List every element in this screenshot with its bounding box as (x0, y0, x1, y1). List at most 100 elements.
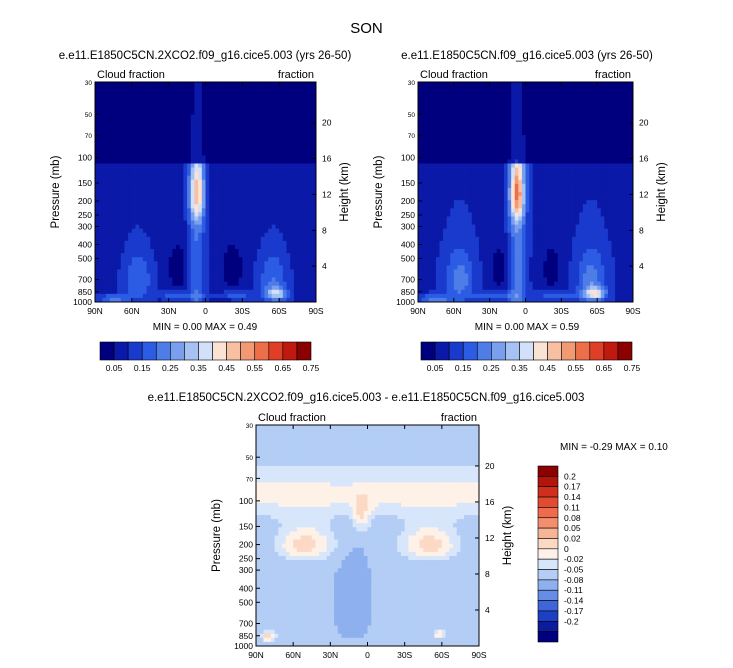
field-cell (264, 212, 269, 217)
field-cell (157, 232, 162, 238)
field-cell (231, 244, 236, 250)
field-cell (198, 285, 203, 291)
field-cell (308, 253, 313, 258)
field-cell (304, 155, 310, 160)
field-cell (500, 82, 505, 87)
field-cell (301, 134, 306, 140)
field-cell (142, 289, 147, 295)
field-cell (457, 281, 462, 287)
field-cell (142, 265, 147, 270)
field-cell (301, 126, 306, 132)
field-cell (507, 151, 512, 156)
field-cell (161, 240, 166, 246)
field-cell (150, 261, 155, 266)
field-cell (231, 196, 236, 201)
field-cell (220, 126, 225, 132)
field-cell (514, 216, 519, 221)
field-cell (439, 155, 444, 160)
field-cell (198, 155, 203, 160)
field-cell (187, 204, 192, 209)
field-cell (249, 126, 254, 132)
field-cell (205, 167, 210, 173)
field-cell (223, 289, 228, 295)
field-cell (234, 90, 240, 95)
field-cell (242, 122, 247, 128)
field-cell (227, 147, 232, 152)
field-cell (290, 147, 295, 152)
field-cell (297, 204, 302, 209)
field-cell (293, 216, 298, 221)
field-cell (286, 171, 291, 177)
field-cell (257, 139, 262, 144)
field-cell (304, 147, 310, 152)
field-cell (443, 257, 448, 262)
field-cell (139, 277, 144, 283)
field-cell (504, 249, 508, 254)
field-cell (297, 240, 302, 246)
field-cell (209, 196, 214, 201)
field-cell (231, 228, 236, 234)
field-cell (179, 220, 184, 225)
field-cell (428, 179, 433, 185)
field-cell (139, 102, 144, 107)
field-cell (475, 187, 480, 193)
field-cell (98, 147, 103, 152)
field-cell (475, 253, 480, 258)
field-cell (308, 106, 313, 111)
field-cell (453, 130, 458, 136)
field-cell (106, 122, 111, 128)
field-cell (142, 261, 147, 266)
field-cell (425, 265, 430, 270)
field-cell (139, 253, 144, 258)
field-cell (238, 126, 243, 132)
field-cell (496, 90, 501, 95)
field-cell (308, 90, 313, 95)
field-cell (282, 110, 287, 115)
field-cell (106, 261, 111, 266)
field-cell (518, 183, 523, 189)
field-cell (435, 236, 440, 242)
field-cell (106, 277, 111, 283)
field-cell (304, 192, 310, 197)
field-cell (190, 187, 195, 193)
field-cell (131, 249, 136, 254)
colorbar-box (212, 341, 227, 361)
field-cell (135, 175, 140, 181)
field-cell (183, 253, 188, 258)
field-cell (264, 82, 269, 87)
field-cell (205, 171, 210, 177)
field-cell (435, 147, 440, 152)
field-cell (120, 171, 125, 177)
field-cell (139, 130, 144, 136)
field-cell (187, 297, 192, 303)
field-cell (157, 212, 162, 217)
field-cell (98, 228, 103, 234)
field-cell (120, 257, 125, 262)
field-cell (227, 151, 232, 156)
field-cell (471, 130, 476, 136)
field-cell (279, 82, 284, 87)
field-cell (113, 277, 118, 283)
field-cell (486, 244, 491, 250)
field-cell (242, 261, 247, 266)
field-cell (168, 187, 173, 193)
field-cell (282, 249, 287, 254)
field-cell (128, 126, 133, 132)
field-cell (511, 200, 516, 205)
field-cell (157, 220, 162, 225)
field-cell (450, 224, 455, 230)
field-cell (98, 232, 103, 238)
field-cell (164, 212, 170, 217)
field-cell (139, 240, 144, 246)
field-cell (475, 204, 480, 209)
field-cell (290, 134, 295, 140)
field-cell (238, 208, 243, 213)
field-cell (98, 175, 103, 181)
field-cell (301, 110, 306, 115)
field-cell (168, 204, 173, 209)
field-cell (478, 273, 483, 278)
field-cell (216, 139, 221, 144)
field-cell (231, 281, 236, 287)
field-cell (304, 110, 310, 115)
field-cell (457, 102, 462, 107)
